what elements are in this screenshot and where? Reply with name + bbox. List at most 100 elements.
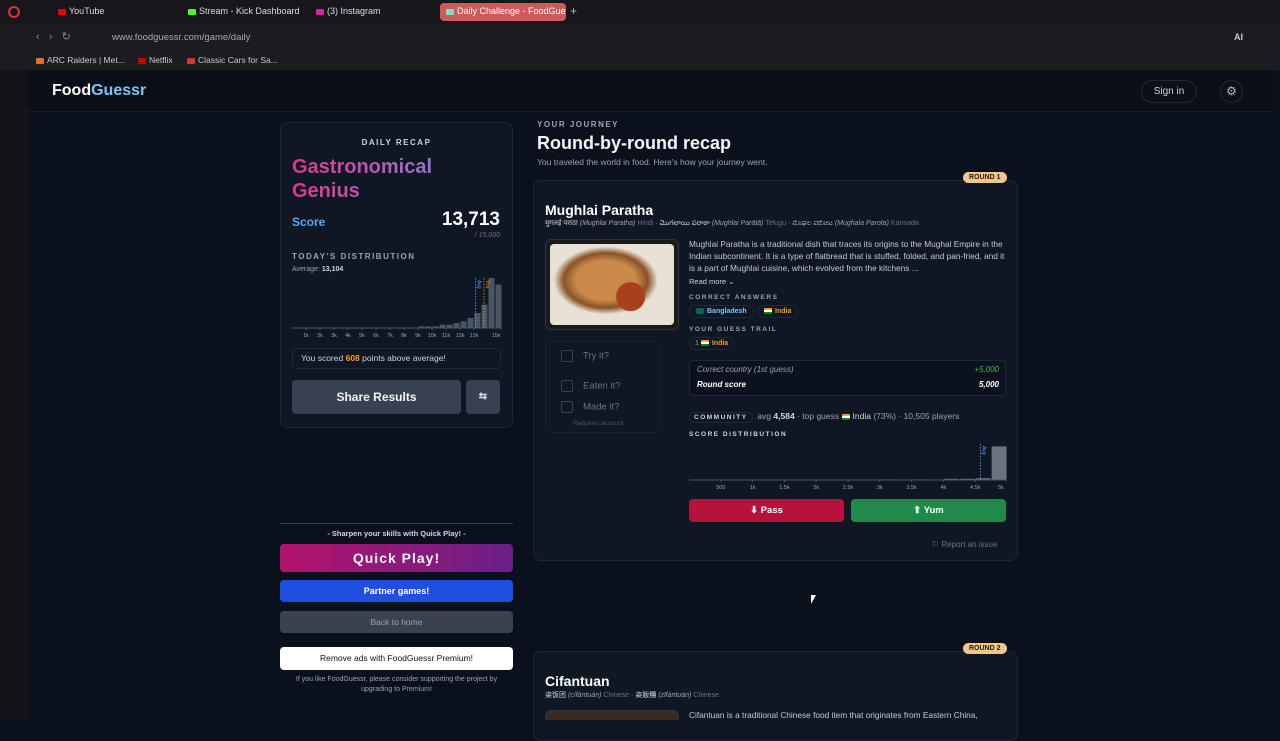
tab[interactable]: YouTube [58, 6, 104, 16]
checkbox[interactable]: Made it? [561, 401, 619, 413]
marker-label: Avg [981, 446, 987, 455]
tab[interactable]: Stream - Kick Dashboard [188, 6, 300, 16]
message-points: 608 [345, 353, 360, 363]
share-button[interactable]: Share Results [292, 380, 461, 414]
romanized: (Mughala Parota) [834, 220, 889, 227]
x-tick-label: 2k [317, 333, 323, 339]
histogram-bar [943, 478, 959, 480]
native-name: मुगलई पराठा [545, 220, 578, 227]
community-players: 10,505 players [903, 411, 960, 421]
native-name: 粢饭团 [545, 692, 566, 699]
language: Chinese [603, 692, 630, 699]
site-header [28, 70, 1272, 112]
tab-bar [0, 0, 1280, 24]
sign-in[interactable]: Sign in [1141, 80, 1197, 103]
dish-image [550, 244, 674, 325]
tab-title: YouTube [69, 6, 105, 16]
trail-step: 1 [695, 340, 699, 347]
community-top: India [852, 411, 871, 421]
bookmark[interactable]: Classic Cars for Sa... [187, 55, 278, 65]
score: 13,713 [441, 209, 500, 230]
histogram-bar [425, 326, 432, 328]
bookmark-title: Netflix [149, 55, 173, 65]
answer-country: India [775, 308, 792, 315]
x-tick-label: 3.5k [906, 485, 917, 491]
bookmark[interactable]: ARC Raiders | Met... [36, 55, 125, 65]
logo[interactable]: FoodGuessr [52, 82, 146, 100]
new-tab[interactable]: + [570, 4, 578, 18]
score-row-label: Round score [697, 380, 746, 389]
share-options[interactable]: ⇆ [466, 380, 500, 414]
tab-title: (3) Instagram [327, 6, 381, 16]
trail-country: India [711, 340, 729, 347]
dish-description: Mughlai Paratha is a traditional dish th… [689, 239, 1005, 273]
nav-buttons[interactable]: ‹ › ↻ [36, 31, 71, 43]
bookmark-title: Classic Cars for Sa... [198, 55, 278, 65]
community-label: COMMUNITY [689, 412, 753, 423]
score-row-value: +5,000 [974, 365, 999, 374]
x-tick-label: 2.5k [843, 485, 854, 491]
x-tick-label: 11k [442, 333, 451, 339]
home-button[interactable]: Back to home [280, 611, 513, 633]
pass-label: Pass [760, 505, 783, 516]
x-tick-label: 7k [387, 333, 393, 339]
native-name: మొగలాయి పరాఠా [659, 220, 710, 227]
premium-button[interactable]: Remove ads with FoodGuessr Premium! [280, 647, 513, 670]
checkbox[interactable]: Try it? [561, 350, 609, 362]
round-badge: ROUND 2 [963, 643, 1007, 654]
quick-play-button[interactable]: Quick Play! [280, 544, 513, 572]
bookmark[interactable]: Netflix [138, 55, 173, 65]
pass-button[interactable]: ⬇ Pass [689, 499, 844, 522]
url[interactable]: www.foodguessr.com/game/daily [112, 32, 251, 43]
histogram-bar [467, 318, 474, 328]
dish-translations: मुगलई पराठा (Mughlai Paratha) Hindi · మొ… [545, 220, 919, 227]
x-tick-label: 4.5k [970, 485, 981, 491]
histogram-bar [481, 304, 488, 328]
x-tick-label: 2k [813, 485, 819, 491]
logo-part: Guessr [91, 82, 147, 99]
romanized: (cífàntuán) [567, 692, 602, 699]
answer-country: Bangladesh [707, 308, 747, 315]
x-tick-label: 3k [877, 485, 883, 491]
settings[interactable]: ⚙ [1220, 80, 1243, 103]
histogram-bar [432, 326, 439, 328]
ai-button[interactable]: AI [1234, 32, 1243, 42]
dish-name: Mughlai Paratha [545, 202, 654, 218]
tab-title: Stream - Kick Dashboard [199, 6, 300, 16]
checkbox-label: Try it? [583, 350, 610, 362]
cursor [811, 595, 816, 604]
journey-subtitle: You traveled the world in food. Here's h… [537, 157, 768, 167]
distribution-chart: 1k 2k 3k 4k 5k 6k 7k 8k 9k 10k 11k 12k 13k 15k Avg You [292, 278, 502, 339]
trail-chip: 1 India [689, 337, 735, 350]
histogram-bar [495, 284, 502, 328]
dish-photo [545, 239, 679, 330]
histogram-bar [975, 478, 991, 480]
yum-button[interactable]: ⬆ Yum [851, 499, 1006, 522]
status-box [545, 341, 660, 433]
tab-active[interactable]: Daily Challenge - FoodGue [440, 3, 566, 21]
read-more[interactable]: Read more ⌄ [689, 277, 735, 286]
language: Hindi [637, 220, 654, 227]
promo-note: If you like FoodGuessr, please consider … [295, 676, 498, 693]
marker-label: You [484, 280, 490, 289]
checkbox-label: Made it? [583, 401, 620, 413]
x-tick-label: 500 [716, 485, 725, 491]
checkbox[interactable]: Eaten it? [561, 380, 621, 392]
correct-label: CORRECT ANSWERS [689, 294, 779, 301]
language: Telugu [765, 220, 787, 227]
x-tick-label: 1k [303, 333, 309, 339]
partner-button[interactable]: Partner games! [280, 580, 513, 602]
tab[interactable]: (3) Instagram [316, 6, 381, 16]
browser-logo [8, 6, 20, 18]
x-tick-label: 4k [940, 485, 946, 491]
language: Chinese [693, 692, 719, 699]
score-max: / 15,000 [474, 232, 500, 239]
journey-eyebrow: YOUR JOURNEY [537, 120, 620, 129]
histogram-bar [959, 478, 975, 480]
x-tick-label: 1.5k [779, 485, 790, 491]
report-link[interactable]: ⚐ Report an issue [932, 540, 998, 549]
marker-label: Avg [475, 280, 481, 289]
score-label: Score [292, 215, 326, 229]
x-tick-label: 13k [470, 333, 479, 339]
